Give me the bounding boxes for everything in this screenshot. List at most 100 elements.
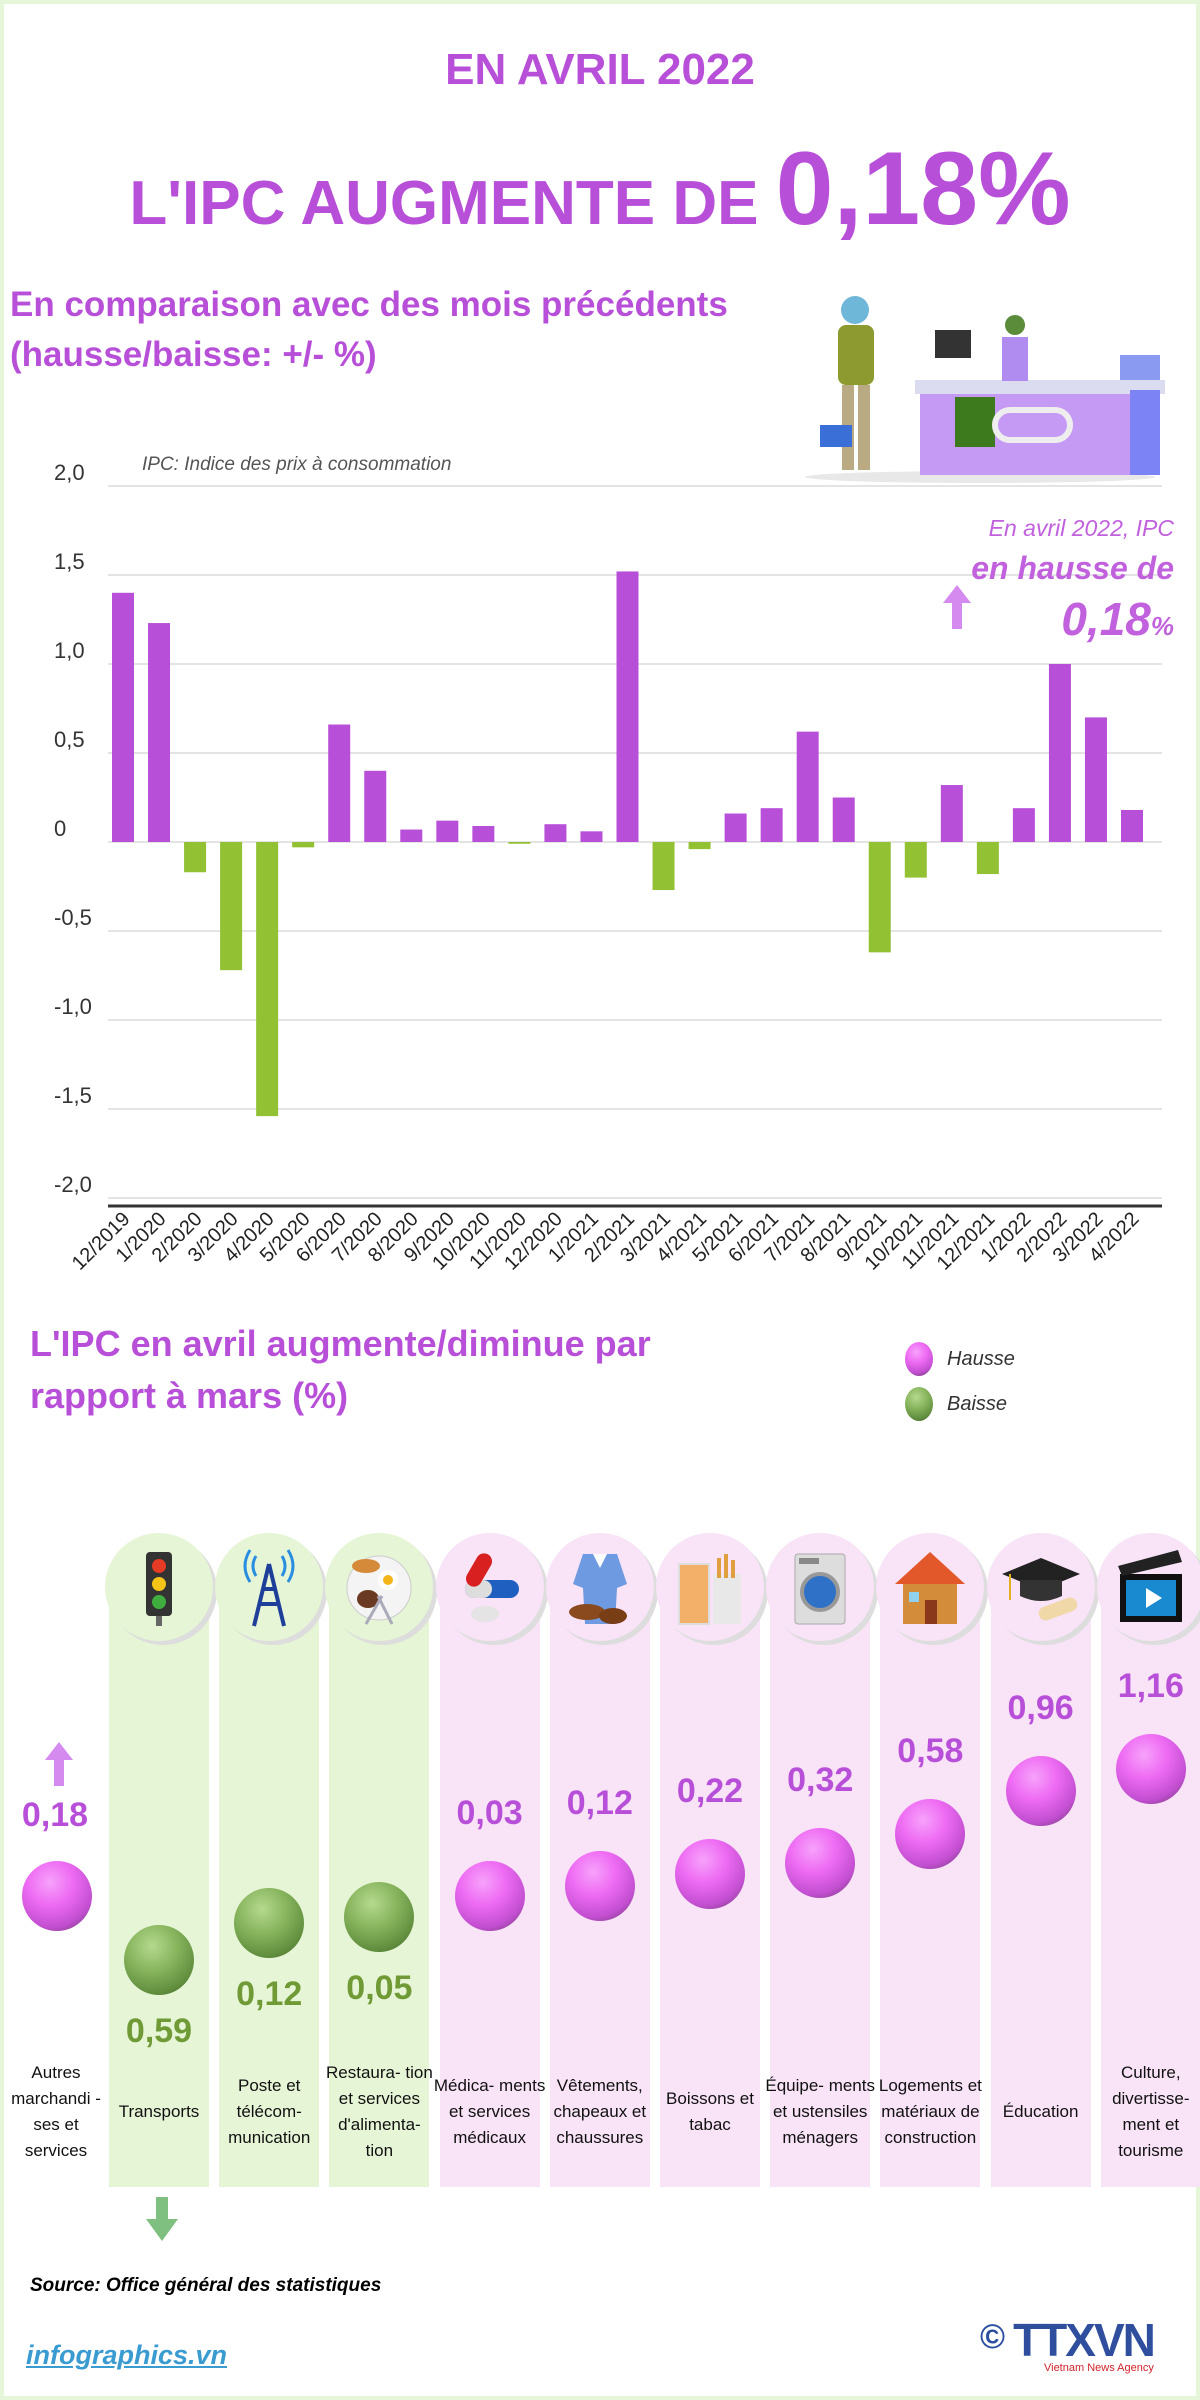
arrow-down-icon <box>146 2197 178 2241</box>
chart-note: IPC: Indice des prix à consommation <box>142 454 451 475</box>
y-tick-label: -1,0 <box>54 994 92 1019</box>
overall-value: 0,18 <box>21 1796 89 1834</box>
category-label: Éducation <box>1002 2102 1079 2121</box>
section2-title: L'IPC en avril augmente/diminue par rappo… <box>30 1318 651 1422</box>
bar-5/2020 <box>292 842 315 848</box>
graduation-cap-icon <box>1001 1558 1080 1621</box>
bar-6/2021 <box>760 808 783 842</box>
y-tick-label: -0,5 <box>54 905 92 930</box>
cpi-bar-chart: 2,0 1,5 1,0 0,5 0 -0,5 -1,0 -1,5 -2,0 IPC: Indice… <box>54 454 1162 1275</box>
clapperboard-icon <box>1117 1550 1182 1622</box>
icon-circle <box>435 1533 544 1641</box>
bar-7/2020 <box>364 770 387 842</box>
legend-label: Baisse <box>947 1392 1008 1415</box>
category-value: 0,05 <box>346 1969 413 2007</box>
bar-4/2022 <box>1121 809 1143 842</box>
legend-swatch-hausse <box>905 1342 933 1376</box>
category-ball <box>1115 1734 1186 1805</box>
icon-circle <box>876 1533 985 1641</box>
bar-3/2022 <box>1084 717 1107 842</box>
bar-4/2020 <box>256 842 279 1117</box>
category-value: 0,59 <box>125 2012 193 2051</box>
chart-subtitle: En comparaison avec des mois précédents (… <box>10 280 728 380</box>
category-label: Restaura- tion et services d'alimenta- t… <box>326 2063 433 2160</box>
legend-label: Hausse <box>947 1347 1015 1370</box>
category-ball <box>675 1839 745 1910</box>
header-date: EN AVRIL 2022 <box>445 45 755 94</box>
category-ball <box>564 1850 635 1921</box>
bar-12/2020 <box>544 824 567 842</box>
subtitle-line2: (hausse/baisse: +/- %) <box>10 335 377 374</box>
category-label: Boissons et tabac <box>666 2089 754 2134</box>
y-tick-label: 1,5 <box>54 549 85 574</box>
category-column <box>109 1585 209 2187</box>
traffic-light-icon <box>146 1552 172 1626</box>
y-tick-label: -2,0 <box>54 1172 92 1197</box>
category-value: 0,22 <box>676 1772 744 1811</box>
copyright-icon: © <box>980 2318 1006 2356</box>
bar-12/2021 <box>976 842 999 875</box>
category-ball <box>454 1860 525 1931</box>
bar-1/2021 <box>580 831 603 842</box>
bar-1/2022 <box>1012 808 1035 842</box>
annotation-value: 0,18% <box>1061 592 1174 646</box>
site-link[interactable]: infographics.vn <box>26 2340 228 2370</box>
washing-machine-icon <box>794 1553 846 1625</box>
bar-1/2020 <box>148 623 171 842</box>
category-label: Médica- ments et services médicaux <box>433 2076 546 2147</box>
icon-circle <box>215 1533 324 1641</box>
legend-swatch-baisse <box>905 1387 933 1421</box>
headline-text: L'IPC AUGMENTE DE <box>129 169 776 238</box>
bar-7/2021 <box>796 731 819 842</box>
bar-2/2021 <box>616 571 639 842</box>
food-plate-icon <box>346 1555 412 1625</box>
pill-icon <box>464 1553 519 1622</box>
category-ball <box>785 1828 856 1899</box>
icon-circle <box>656 1533 764 1641</box>
bar-11/2021 <box>940 785 963 842</box>
y-tick-label: 0,5 <box>54 727 85 752</box>
category-value: 0,12 <box>566 1783 633 1822</box>
category-ball <box>895 1799 966 1870</box>
category-label: Logements et matériaux de construction <box>878 2076 982 2147</box>
bar-10/2021 <box>904 842 927 878</box>
category-value: 0,12 <box>236 1974 303 2013</box>
bar-6/2020 <box>328 724 351 842</box>
bar-10/2020 <box>472 825 495 842</box>
annotation-line1: En avril 2022, IPC <box>988 515 1174 541</box>
category-value: 0,32 <box>787 1761 854 1800</box>
annotation-unit: % <box>1150 611 1174 641</box>
category-ball <box>1005 1756 1076 1827</box>
category-label: Vêtements, chapeaux et chaussures <box>553 2076 647 2147</box>
category-label: Transports <box>118 2102 200 2121</box>
shopping-illustration <box>805 296 1165 483</box>
icon-circle <box>105 1533 213 1641</box>
icon-circle <box>766 1533 875 1641</box>
bar-12/2019 <box>112 592 134 842</box>
subtitle-line1: En comparaison avec des mois précédents <box>10 285 728 324</box>
y-tick-label: 0 <box>54 816 66 841</box>
category-value: 0,96 <box>1007 1689 1074 1728</box>
header-headline: L'IPC AUGMENTE DE 0,18% <box>0 130 1200 249</box>
logo-text: TTXVN <box>1013 2314 1156 2366</box>
ttxvn-logo: © TTXVN Vietnam News Agency <box>980 2314 1156 2374</box>
bar-2/2022 <box>1048 664 1071 842</box>
bar-3/2020 <box>220 842 243 971</box>
y-tick-label: 2,0 <box>54 460 85 485</box>
arrow-up-icon <box>45 1742 73 1786</box>
trend-line <box>158 1767 1152 1962</box>
bar-3/2021 <box>652 842 675 891</box>
category-column <box>219 1585 320 2187</box>
antenna-icon <box>243 1549 295 1627</box>
annotation-line2: en hausse de <box>971 550 1174 586</box>
bar-5/2021 <box>724 813 747 842</box>
category-ball <box>344 1882 415 1952</box>
icon-circle <box>1096 1533 1200 1641</box>
bar-11/2020 <box>508 842 531 844</box>
bar-9/2021 <box>868 842 891 953</box>
legend-hausse: Hausse <box>905 1342 1015 1376</box>
arrow-up-icon <box>943 585 971 629</box>
bar-9/2020 <box>436 820 459 842</box>
annotation-number: 0,18 <box>1061 593 1151 645</box>
bar-8/2020 <box>400 829 423 842</box>
